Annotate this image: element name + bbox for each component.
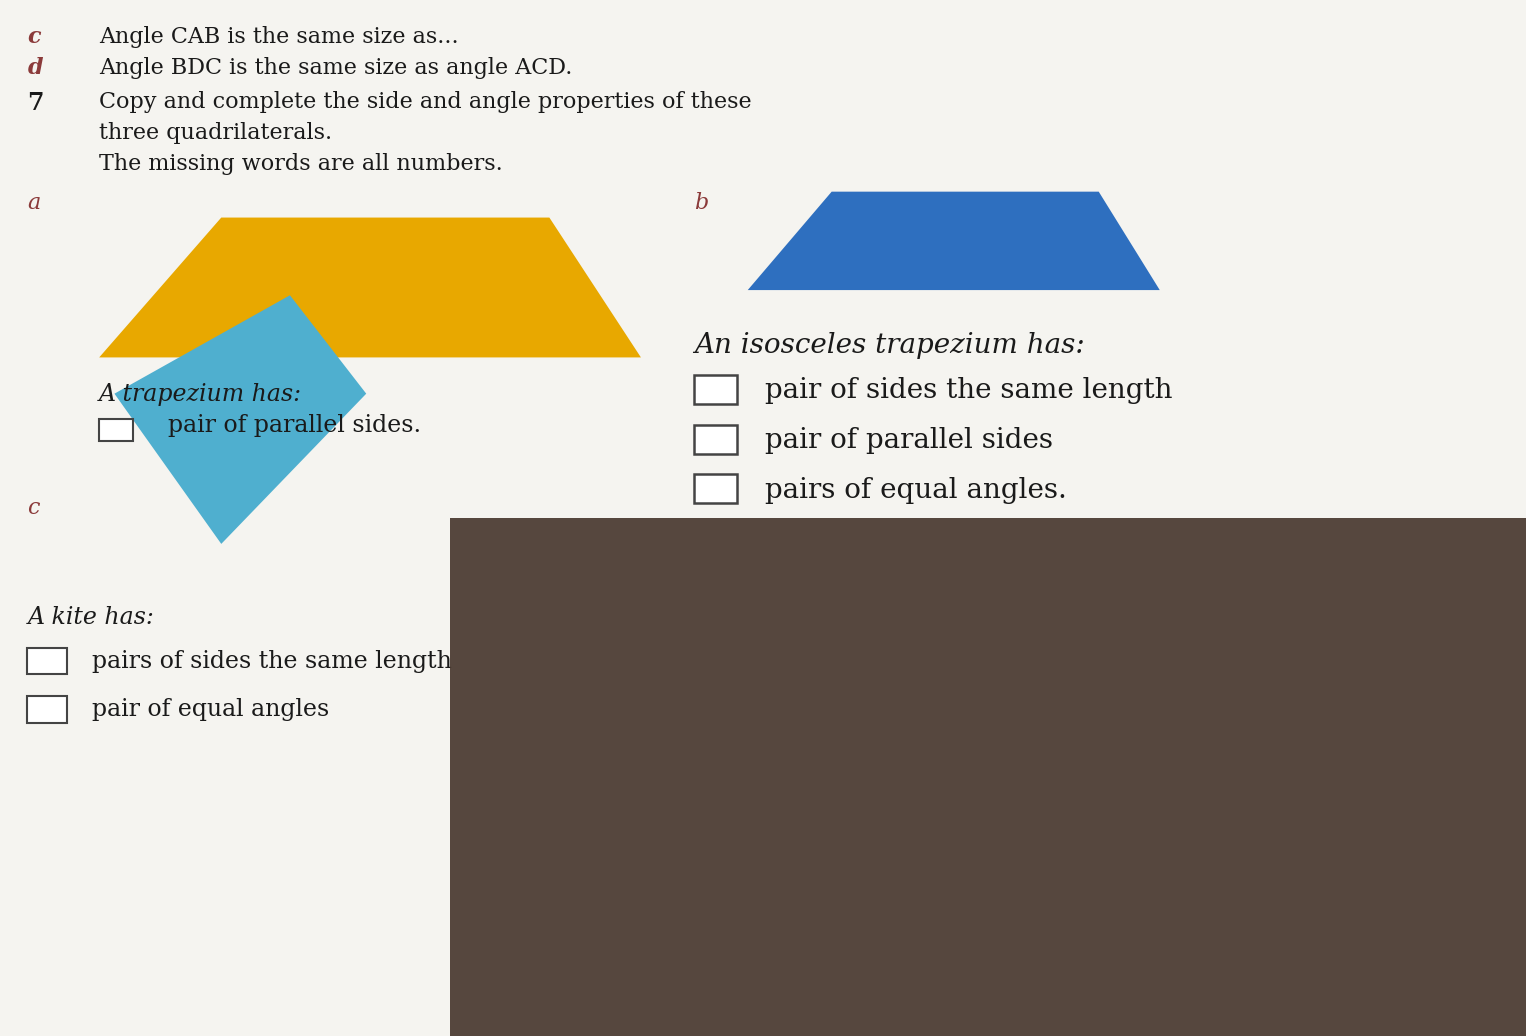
Text: 7: 7 [27, 91, 44, 115]
FancyBboxPatch shape [450, 518, 1526, 1036]
Text: An isosceles trapezium has:: An isosceles trapezium has: [694, 332, 1085, 358]
Text: pair of equal angles: pair of equal angles [92, 698, 328, 721]
FancyBboxPatch shape [694, 474, 737, 503]
FancyBboxPatch shape [99, 419, 133, 441]
Text: Copy and complete the side and angle properties of these: Copy and complete the side and angle pro… [99, 91, 752, 113]
Text: a: a [27, 192, 41, 213]
Text: b: b [694, 192, 708, 213]
FancyBboxPatch shape [694, 425, 737, 454]
Text: pairs of sides the same length: pairs of sides the same length [92, 650, 452, 672]
Text: d: d [27, 57, 43, 79]
Polygon shape [114, 295, 366, 544]
Text: A kite has:: A kite has: [27, 606, 154, 629]
Text: pair of parallel sides.: pair of parallel sides. [168, 414, 421, 437]
Text: pair of sides the same length: pair of sides the same length [765, 377, 1172, 404]
Text: pairs of equal angles.: pairs of equal angles. [765, 477, 1067, 503]
Text: A trapezium has:: A trapezium has: [99, 383, 302, 406]
Text: three quadrilaterals.: three quadrilaterals. [99, 122, 333, 144]
Polygon shape [748, 192, 1160, 290]
Text: The missing words are all numbers.: The missing words are all numbers. [99, 153, 504, 175]
FancyBboxPatch shape [27, 648, 67, 674]
FancyBboxPatch shape [27, 696, 67, 723]
Text: c: c [27, 26, 41, 48]
Text: Angle CAB is the same size as...: Angle CAB is the same size as... [99, 26, 459, 48]
Polygon shape [99, 218, 641, 357]
Text: pair of parallel sides: pair of parallel sides [765, 427, 1053, 454]
Text: c: c [27, 497, 40, 519]
Text: Angle BDC is the same size as angle ACD.: Angle BDC is the same size as angle ACD. [99, 57, 572, 79]
FancyBboxPatch shape [694, 375, 737, 404]
